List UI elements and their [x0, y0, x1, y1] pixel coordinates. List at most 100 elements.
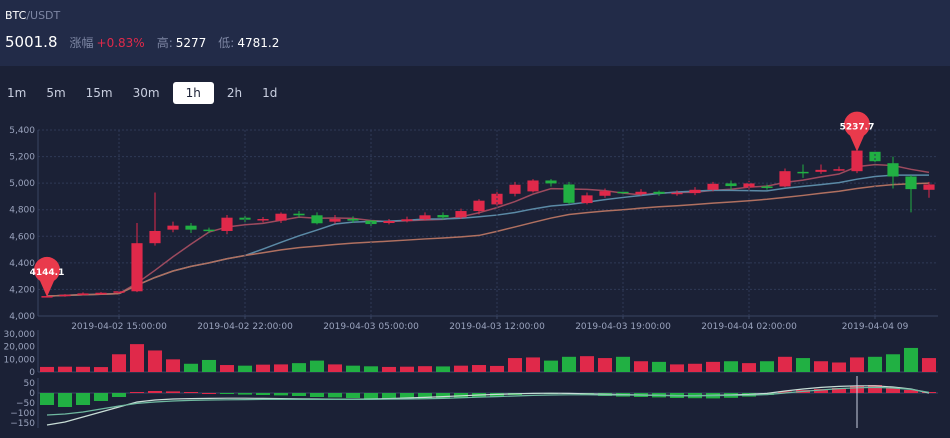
candle-body — [401, 219, 413, 222]
tab-15m[interactable]: 15m — [85, 86, 113, 100]
price-tick-label: 4,400 — [9, 259, 35, 269]
candle-body — [185, 225, 197, 230]
candle — [59, 294, 71, 297]
volume-bar — [543, 360, 559, 372]
time-tick-label: 2019-04-04 09 — [842, 322, 909, 332]
volume-bar — [129, 344, 145, 372]
time-tick-label: 2019-04-03 19:00:00 — [575, 322, 671, 332]
candle-body — [311, 215, 323, 224]
candle — [401, 216, 413, 223]
macd-bar — [183, 392, 199, 393]
candle — [527, 179, 539, 193]
candle — [509, 181, 521, 197]
macd-bar — [831, 388, 847, 393]
candle — [851, 149, 863, 174]
tab-30m[interactable]: 30m — [132, 86, 160, 100]
price-tick-label: 4,800 — [9, 206, 35, 216]
macd-bar — [57, 393, 73, 407]
candle-body — [833, 169, 845, 171]
candle — [311, 212, 323, 225]
candle — [455, 208, 467, 220]
volume-bar — [885, 354, 901, 372]
volume-panel: 30,000 20,000 10,000 0 — [4, 330, 938, 378]
macd-tick-label: 50 — [24, 379, 36, 389]
candle-body — [815, 169, 827, 172]
candle — [725, 180, 737, 190]
volume-bar — [579, 356, 595, 372]
volume-bar — [507, 358, 523, 372]
candle — [653, 190, 665, 196]
volume-bar — [327, 364, 343, 372]
candle — [545, 179, 557, 187]
candle-body — [131, 243, 143, 292]
tab-1h[interactable]: 1h — [172, 82, 214, 104]
tab-2h[interactable]: 2h — [226, 86, 243, 100]
low-marker-shape — [34, 256, 60, 297]
candle-body — [581, 195, 593, 204]
candle-body — [419, 215, 431, 220]
volume-bar — [795, 358, 811, 372]
candle-body — [59, 294, 71, 297]
volume-bar — [183, 363, 199, 372]
volume-tick-label: 30,000 — [4, 330, 36, 340]
macd-bar — [903, 390, 919, 393]
candle-body — [671, 192, 683, 195]
candle — [185, 223, 197, 233]
volume-bar — [489, 365, 505, 372]
candle — [347, 216, 359, 223]
volume-bar — [777, 356, 793, 372]
volume-bar — [669, 364, 685, 372]
macd-bar — [885, 387, 901, 393]
tab-1m[interactable]: 1m — [7, 86, 27, 100]
candle — [599, 188, 611, 198]
candle — [419, 212, 431, 221]
candle — [563, 181, 575, 205]
volume-bar — [849, 357, 865, 372]
candle-body — [887, 163, 899, 177]
candle-body — [473, 200, 485, 212]
price-tick-label: 4,600 — [9, 232, 35, 242]
volume-bar — [93, 367, 109, 372]
high-marker-shape — [844, 111, 870, 152]
candle — [275, 212, 287, 223]
candle-body — [329, 219, 341, 222]
candle-body — [545, 180, 557, 184]
volume-bar — [309, 360, 325, 372]
volume-bar — [39, 366, 55, 372]
tab-5m[interactable]: 5m — [46, 86, 66, 100]
price-tick-label: 5,200 — [9, 153, 35, 163]
volume-bar — [597, 358, 613, 372]
candle — [77, 292, 89, 296]
change-label: 涨幅 — [69, 36, 94, 50]
macd-bar — [39, 393, 55, 405]
volume-bar — [615, 356, 631, 372]
macd-bar — [219, 393, 235, 394]
volume-bar — [903, 347, 919, 372]
candle — [815, 164, 827, 174]
volume-bar — [741, 363, 757, 372]
volume-bar — [417, 366, 433, 372]
volume-bar — [381, 366, 397, 372]
volume-bar — [147, 350, 163, 372]
tab-1d[interactable]: 1d — [262, 86, 278, 100]
price-tick-label: 4,200 — [9, 285, 35, 295]
candle-body — [149, 230, 161, 244]
volume-tick-label: 20,000 — [4, 343, 36, 353]
volume-bar — [363, 366, 379, 372]
candle-body — [725, 183, 737, 187]
low-marker: 4144.1 — [30, 256, 64, 297]
time-tick-label: 2019-04-04 02:00:00 — [701, 322, 797, 332]
candle-body — [95, 292, 107, 295]
volume-bar — [471, 365, 487, 372]
candle — [635, 189, 647, 196]
macd-bar — [381, 393, 397, 399]
quote-currency: /USDT — [26, 9, 61, 22]
candle-body — [347, 219, 359, 221]
candle — [707, 181, 719, 192]
volume-bar — [813, 361, 829, 372]
volume-bar — [165, 359, 181, 372]
macd-bar — [309, 393, 325, 397]
volume-bar — [705, 361, 721, 372]
candle-body — [761, 186, 773, 188]
